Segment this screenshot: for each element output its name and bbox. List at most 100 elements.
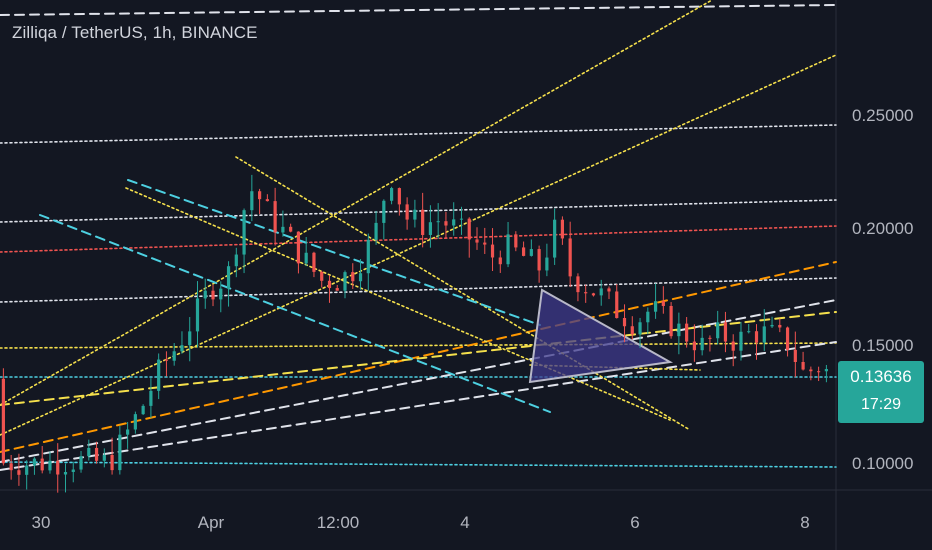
candle-body — [335, 288, 339, 291]
candle — [234, 247, 238, 278]
candle — [459, 206, 464, 235]
candle — [677, 312, 681, 355]
time-axis-label: Apr — [198, 513, 225, 532]
drawings-layer — [0, 0, 837, 471]
candle-body — [32, 458, 37, 466]
candle-body — [258, 191, 262, 200]
candle-body — [770, 324, 774, 327]
rising-dashed-white-2 — [0, 341, 837, 471]
candle-body — [102, 454, 106, 461]
candle — [537, 245, 541, 283]
candle — [521, 241, 526, 257]
candle-body — [444, 221, 448, 226]
candle — [250, 174, 254, 222]
candle — [149, 378, 153, 419]
time-axis-label: 6 — [630, 513, 639, 532]
channel-dashed-cyan-top — [127, 179, 541, 326]
candle-body — [126, 429, 130, 435]
candle — [506, 222, 510, 268]
candle — [576, 273, 580, 302]
candle-body — [809, 369, 813, 372]
candle — [421, 192, 425, 248]
candle — [778, 318, 782, 333]
candle-body — [203, 290, 207, 299]
candle-body — [219, 288, 223, 300]
candle-body — [234, 254, 238, 267]
candle — [40, 445, 44, 474]
candle — [785, 326, 790, 357]
candle — [351, 263, 355, 289]
bar-countdown: 17:29 — [860, 396, 902, 413]
candle-body — [40, 458, 44, 471]
candle-body — [25, 465, 29, 475]
candle — [25, 460, 29, 490]
candle — [312, 251, 316, 278]
rising-dashed-orange — [0, 261, 837, 453]
candle-body — [157, 359, 161, 391]
candle-body — [669, 305, 673, 337]
candle — [296, 231, 301, 274]
candle-body — [521, 247, 526, 256]
time-axis-label: 12:00 — [317, 513, 360, 532]
candle — [141, 404, 145, 416]
candle — [320, 270, 324, 288]
candle-body — [568, 238, 572, 277]
candle — [622, 304, 627, 343]
candle-body — [164, 359, 169, 361]
falling-dotted-yellow-1 — [235, 156, 691, 431]
price-axis-label: 0.25000 — [852, 106, 913, 125]
horizontal-dotted-yellow — [0, 342, 837, 349]
candle-body — [413, 209, 417, 220]
candle-body — [716, 322, 720, 339]
triangle-pattern — [528, 288, 674, 384]
candle — [281, 210, 285, 237]
candle-body — [545, 257, 549, 271]
candle-body — [141, 405, 145, 415]
candle-body — [591, 293, 596, 296]
candle-body — [265, 199, 269, 202]
candle-body — [537, 249, 541, 271]
candle-body — [421, 209, 425, 235]
candle — [817, 366, 821, 382]
horizontal-dotted-white-2 — [0, 277, 837, 303]
candle — [397, 187, 401, 216]
candle — [436, 203, 440, 239]
time-axis-label: 30 — [32, 513, 51, 532]
candle — [94, 441, 99, 464]
candle — [374, 210, 378, 245]
candle-body — [817, 371, 821, 373]
candle — [180, 331, 184, 354]
candle-body — [661, 301, 665, 306]
candle-body — [118, 434, 122, 471]
candle-body — [226, 266, 231, 289]
last-price-value: 0.13636 — [850, 367, 912, 386]
candle-body — [172, 351, 176, 361]
rising-dashed-yellow — [0, 311, 837, 406]
candle — [762, 309, 766, 351]
candle — [669, 302, 673, 339]
candle — [553, 208, 557, 265]
candle — [56, 443, 60, 493]
candle-body — [9, 463, 13, 471]
candle — [498, 250, 502, 273]
chart-title: Zilliqa / TetherUS, 1h, BINANCE — [12, 23, 258, 42]
candle — [747, 324, 751, 334]
candle — [529, 239, 533, 257]
candle — [428, 205, 433, 248]
candle-body — [685, 323, 689, 342]
candle-body — [374, 222, 378, 240]
candle — [203, 278, 207, 309]
candle — [1, 368, 5, 466]
candle-body — [747, 331, 751, 333]
candle — [615, 284, 619, 319]
candle-body — [553, 219, 557, 258]
last-price-badge: 0.13636 17:29 — [838, 361, 924, 423]
candle — [692, 324, 696, 362]
candle — [475, 227, 479, 250]
candle — [584, 284, 588, 303]
time-axis-label: 8 — [800, 513, 809, 532]
candle-body — [793, 349, 797, 363]
candle — [265, 194, 269, 202]
candle-body — [351, 272, 355, 282]
